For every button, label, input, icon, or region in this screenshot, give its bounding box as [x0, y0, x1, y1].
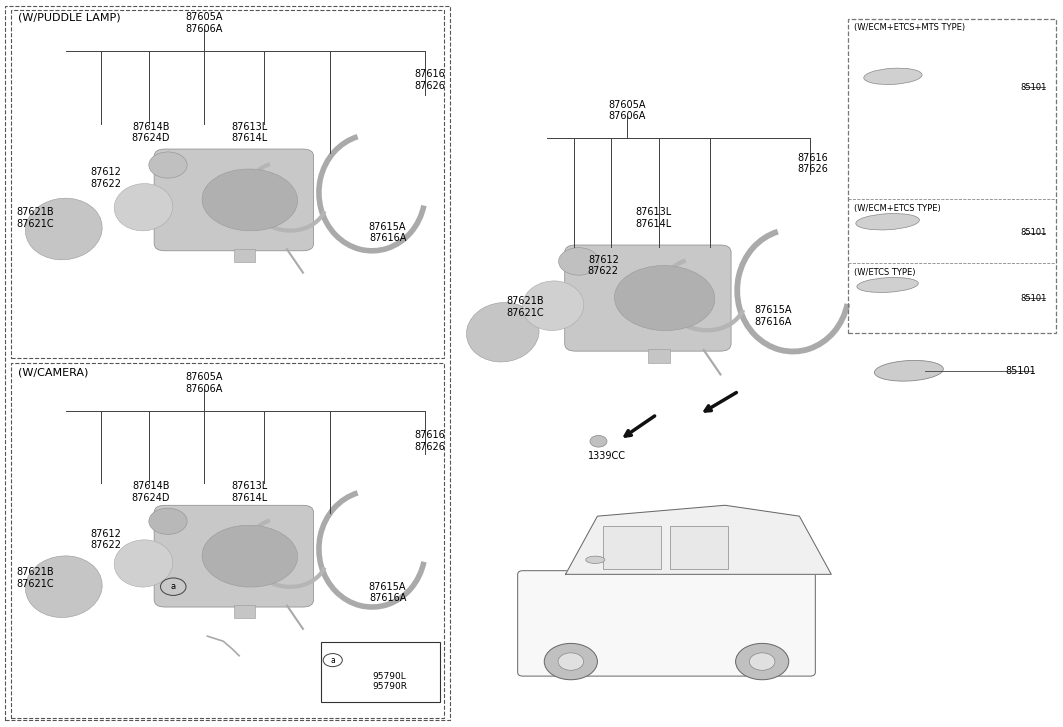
Ellipse shape — [586, 556, 605, 563]
Ellipse shape — [26, 198, 102, 260]
Circle shape — [544, 643, 597, 680]
Circle shape — [558, 653, 584, 670]
Text: (W/ECM+ETCS+MTS TYPE): (W/ECM+ETCS+MTS TYPE) — [854, 23, 965, 32]
Text: a: a — [171, 582, 175, 591]
Text: 87612
87622: 87612 87622 — [90, 167, 121, 189]
Circle shape — [558, 248, 598, 276]
Ellipse shape — [856, 214, 919, 230]
FancyBboxPatch shape — [564, 245, 731, 351]
Text: 95790L
95790R: 95790L 95790R — [372, 672, 407, 691]
Text: 87615A
87616A: 87615A 87616A — [369, 222, 406, 244]
Ellipse shape — [875, 361, 943, 381]
Text: 1339CC: 1339CC — [588, 451, 626, 461]
Text: (W/PUDDLE LAMP): (W/PUDDLE LAMP) — [18, 12, 121, 23]
Circle shape — [590, 435, 607, 447]
Ellipse shape — [522, 281, 584, 331]
Text: 87615A
87616A: 87615A 87616A — [755, 305, 792, 327]
Circle shape — [323, 654, 342, 667]
Bar — [11, 364, 444, 718]
Ellipse shape — [857, 278, 918, 292]
Text: 87613L
87614L: 87613L 87614L — [636, 207, 672, 229]
Polygon shape — [566, 505, 831, 574]
Text: (W/CAMERA): (W/CAMERA) — [18, 367, 88, 377]
Text: 87621B
87621C: 87621B 87621C — [16, 207, 53, 229]
Bar — [5, 6, 450, 720]
Ellipse shape — [202, 525, 298, 587]
Text: 87621B
87621C: 87621B 87621C — [16, 567, 53, 589]
Text: 87612
87622: 87612 87622 — [90, 529, 121, 550]
Text: 87616
87626: 87616 87626 — [797, 153, 828, 174]
FancyBboxPatch shape — [154, 505, 314, 607]
Bar — [848, 19, 1056, 333]
Text: 85101: 85101 — [1006, 366, 1036, 376]
Text: 87613L
87614L: 87613L 87614L — [232, 481, 268, 503]
Text: 87605A
87606A: 87605A 87606A — [185, 12, 223, 34]
Text: 87612
87622: 87612 87622 — [588, 254, 619, 276]
Ellipse shape — [114, 184, 173, 230]
Text: a: a — [331, 656, 335, 664]
Bar — [670, 526, 728, 569]
Bar — [648, 349, 671, 363]
Text: 85101: 85101 — [1020, 294, 1047, 302]
Bar — [234, 605, 255, 618]
Text: 87614B
87624D: 87614B 87624D — [132, 481, 170, 503]
Text: 87605A
87606A: 87605A 87606A — [608, 100, 646, 121]
Text: 87616
87626: 87616 87626 — [415, 430, 445, 452]
Ellipse shape — [614, 265, 714, 331]
Circle shape — [736, 643, 789, 680]
Circle shape — [749, 653, 775, 670]
Text: 87615A
87616A: 87615A 87616A — [369, 582, 406, 603]
Bar — [603, 526, 661, 569]
Text: (W/ETCS TYPE): (W/ETCS TYPE) — [854, 268, 915, 276]
Text: 85101: 85101 — [1020, 228, 1047, 237]
Bar — [321, 642, 440, 702]
Circle shape — [149, 152, 187, 178]
Ellipse shape — [864, 68, 922, 84]
FancyBboxPatch shape — [154, 149, 314, 251]
Bar — [11, 10, 444, 358]
FancyBboxPatch shape — [518, 571, 815, 676]
Text: 85101: 85101 — [1020, 83, 1047, 92]
Bar — [234, 249, 255, 262]
Ellipse shape — [26, 556, 102, 617]
Text: 87605A
87606A: 87605A 87606A — [185, 372, 223, 394]
Circle shape — [149, 508, 187, 534]
Text: 87621B
87621C: 87621B 87621C — [506, 296, 543, 318]
Text: 87613L
87614L: 87613L 87614L — [232, 121, 268, 143]
Text: 87614B
87624D: 87614B 87624D — [132, 121, 170, 143]
Text: 87616
87626: 87616 87626 — [415, 69, 445, 91]
Text: (W/ECM+ETCS TYPE): (W/ECM+ETCS TYPE) — [854, 204, 941, 212]
Ellipse shape — [467, 302, 539, 362]
Ellipse shape — [114, 540, 173, 587]
Ellipse shape — [202, 169, 298, 231]
